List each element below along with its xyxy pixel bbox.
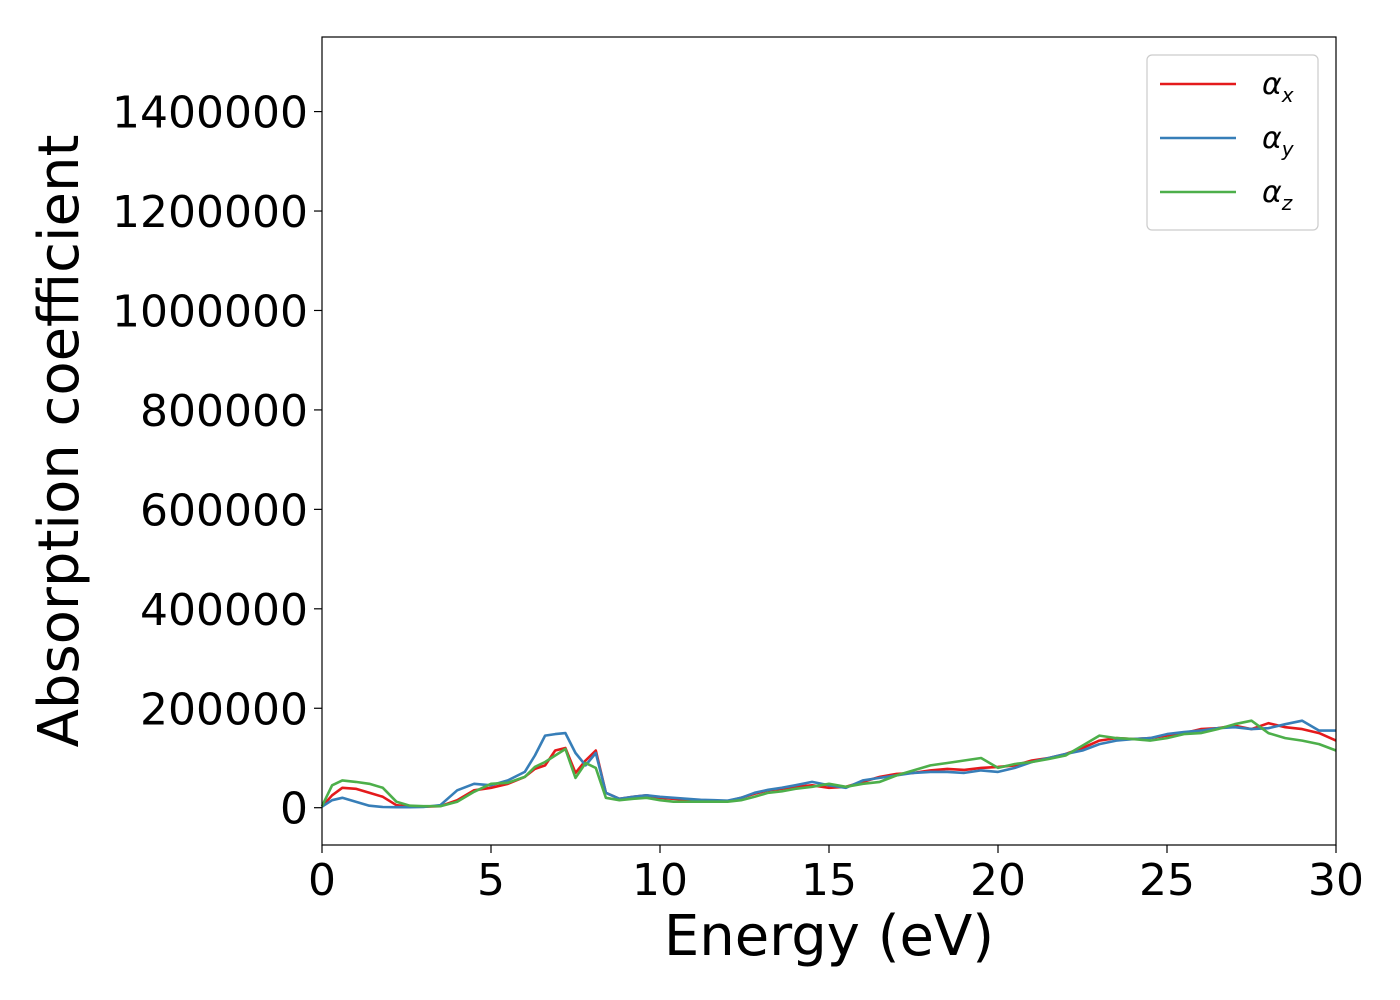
legend-label-x: αx	[1262, 67, 1294, 107]
y-tick-label: 200000	[140, 684, 308, 735]
x-axis-title: Energy (eV)	[664, 904, 994, 969]
legend-label-base: α	[1262, 175, 1282, 210]
y-axis-title: Absorption coefficient	[27, 135, 92, 748]
x-tick-label: 30	[1308, 855, 1364, 906]
legend-label-base: α	[1262, 67, 1282, 102]
y-tick-label: 1000000	[112, 286, 308, 337]
x-tick-label: 20	[970, 855, 1026, 906]
legend-label-base: α	[1262, 121, 1282, 156]
legend-label-y: αy	[1262, 121, 1295, 161]
y-tick-label: 0	[280, 784, 308, 835]
legend-box	[1146, 54, 1319, 231]
x-axis-ticks: 0 5 10 15 20 25 30	[308, 845, 1364, 906]
y-tick-label: 600000	[140, 485, 308, 536]
x-tick-label: 0	[308, 855, 336, 906]
x-tick-label: 5	[477, 855, 505, 906]
y-tick-label: 1400000	[112, 88, 308, 139]
x-tick-label: 10	[632, 855, 688, 906]
series-layer	[320, 719, 1337, 809]
series-line-z	[320, 719, 1337, 808]
y-tick-label: 1200000	[112, 187, 308, 238]
x-tick-label: 25	[1139, 855, 1195, 906]
y-tick-label: 800000	[140, 386, 308, 437]
legend-label-subscript: z	[1281, 191, 1293, 215]
x-tick-label: 15	[801, 855, 857, 906]
series-line-y	[321, 719, 1336, 809]
legend-label-subscript: y	[1281, 137, 1295, 161]
plot-frame	[321, 36, 1337, 846]
y-axis-ticks: 0 200000 400000 600000 800000 1000000 1200000 1…	[112, 88, 322, 835]
legend-label-z: αz	[1262, 175, 1293, 215]
legend-label-subscript: x	[1281, 83, 1294, 107]
y-tick-label: 400000	[140, 585, 308, 636]
